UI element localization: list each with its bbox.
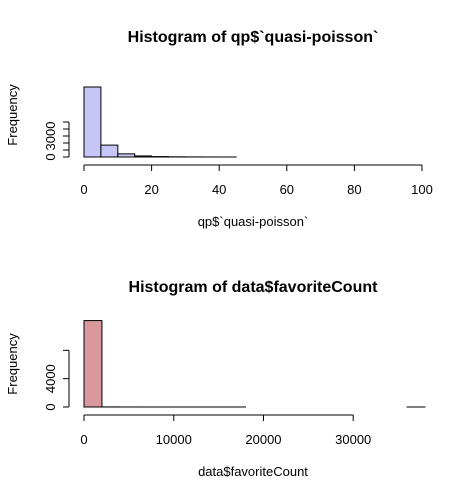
histogram-bars xyxy=(83,320,426,408)
y-axis: 0 4000 xyxy=(43,349,70,411)
y-tick-label: 3000 xyxy=(43,122,58,151)
y-tick-label: 4000 xyxy=(43,364,58,393)
x-axis: 0 20 40 60 80 100 xyxy=(80,164,433,197)
x-tick-label: 60 xyxy=(280,182,294,197)
histogram-bars xyxy=(83,86,237,158)
x-axis-label: qp$`quasi-poisson` xyxy=(198,214,309,229)
histogram-bar xyxy=(134,155,153,158)
x-tick-label: 0 xyxy=(80,182,87,197)
x-tick-label: 10000 xyxy=(156,432,192,447)
x-tick-label: 20 xyxy=(144,182,158,197)
y-tick-label: 0 xyxy=(43,403,58,410)
chart-title: Histogram of qp$`quasi-poisson` xyxy=(128,29,379,46)
y-axis: 0 3000 xyxy=(43,121,70,161)
x-tick-label: 100 xyxy=(411,182,433,197)
x-tick-label: 40 xyxy=(212,182,226,197)
chart-title: Histogram of data$favoriteCount xyxy=(129,279,379,296)
y-tick-label: 0 xyxy=(43,153,58,160)
x-axis-label: data$favoriteCount xyxy=(198,464,308,479)
x-tick-label: 30000 xyxy=(335,432,371,447)
histogram-panel-favorite-count: Histogram of data$favoriteCount data$fav… xyxy=(5,279,426,479)
x-tick-label: 20000 xyxy=(245,432,281,447)
x-tick-label: 80 xyxy=(347,182,361,197)
histogram-bar xyxy=(83,320,103,408)
y-axis-label: Frequency xyxy=(5,333,20,395)
x-tick-label: 0 xyxy=(80,432,87,447)
histogram-bar xyxy=(100,144,119,158)
y-axis-label: Frequency xyxy=(5,84,20,146)
x-axis: 0 10000 20000 30000 xyxy=(80,414,371,447)
histogram-panel-quasi-poisson: Histogram of qp$`quasi-poisson` qp$`quas… xyxy=(5,29,433,229)
histogram-bar xyxy=(117,153,136,158)
histogram-bar xyxy=(83,86,102,158)
